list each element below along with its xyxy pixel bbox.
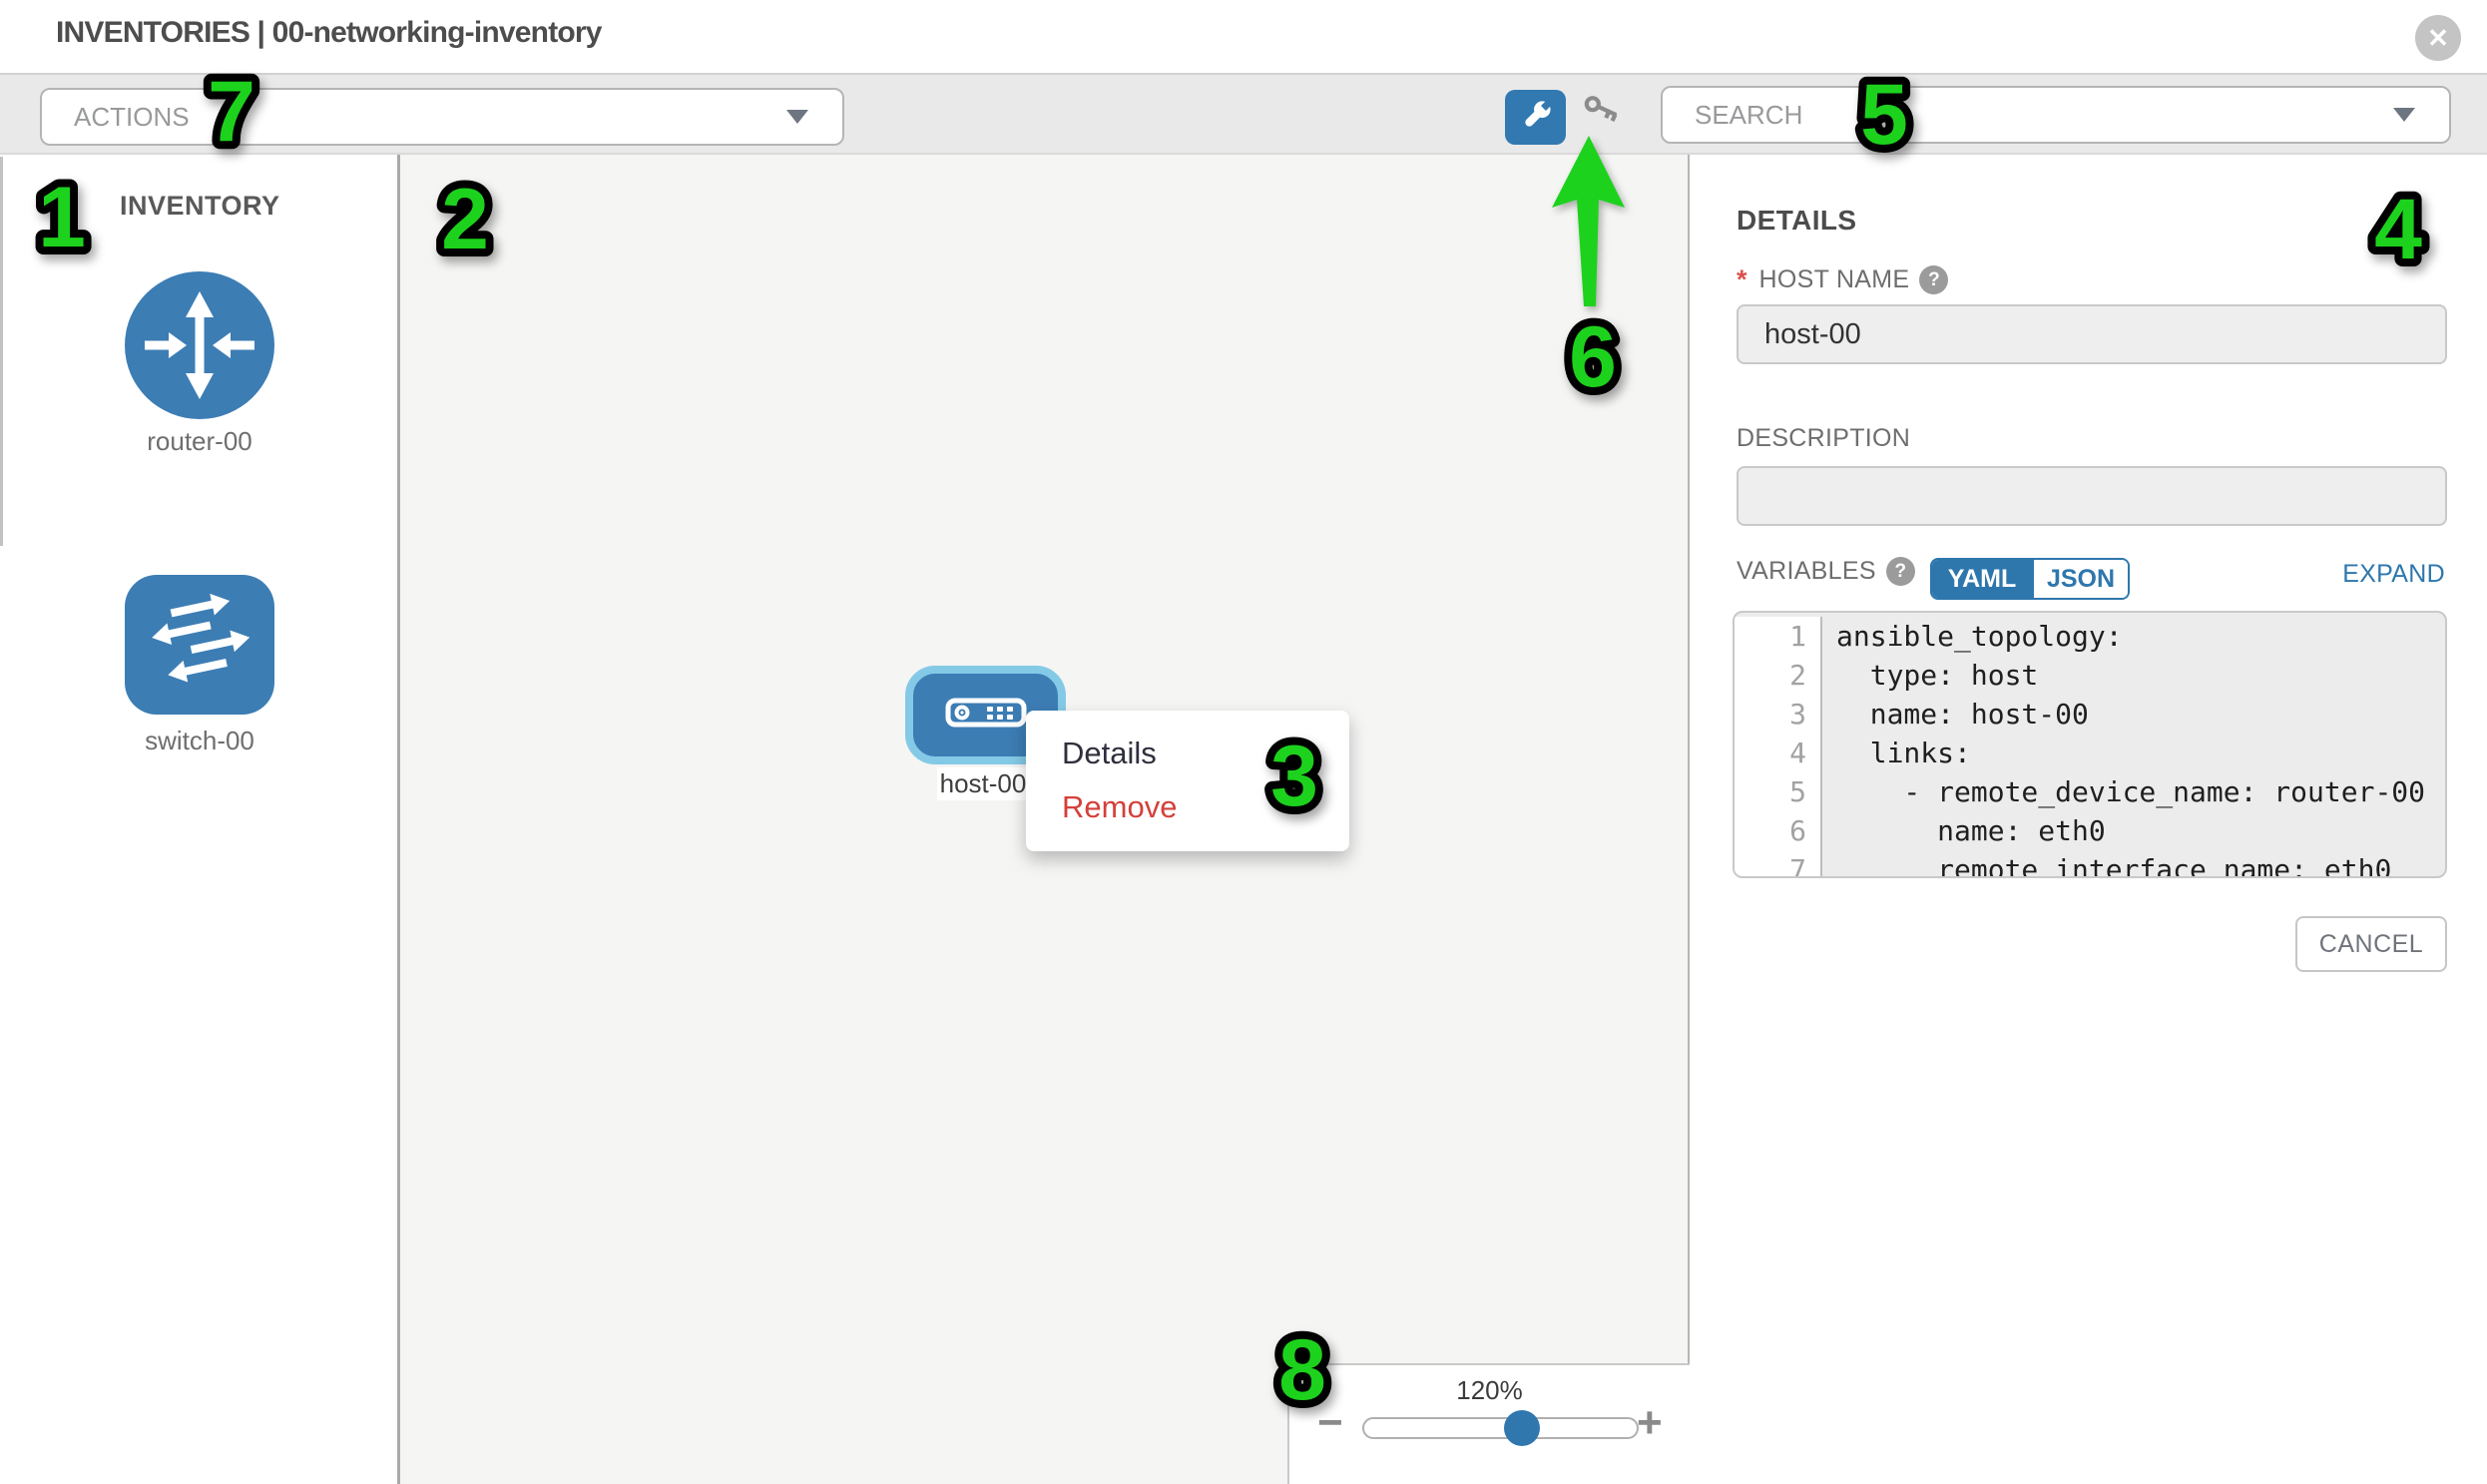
zoom-out-button[interactable]: − [1317,1398,1343,1447]
host-name-label-row: * HOST NAME ? [1737,264,1949,295]
code-line: 6 name: eth0 [1735,811,2445,850]
code-line: 7 remote_interface_name: eth0 [1735,850,2445,878]
zoom-in-button[interactable]: + [1637,1398,1663,1447]
line-text: links: [1836,737,1971,769]
line-text: remote_interface_name: eth0 [1836,853,2392,878]
details-panel: DETAILS * HOST NAME ? DESCRIPTION VARIAB… [1690,155,2487,1484]
header: INVENTORIES | 00-networking-inventory ✕ [0,0,2487,73]
code-line: 2 type: host [1735,656,2445,695]
inventory-sidebar: INVENTORY router-00 [0,155,400,1484]
code-line: 5 - remote_device_name: router-00 [1735,772,2445,811]
sidebar-edge-divider [0,157,3,546]
menu-item-remove[interactable]: Remove [1062,789,1178,824]
host-name-label: HOST NAME [1758,265,1910,293]
description-label-row: DESCRIPTION [1737,424,1910,453]
key-button[interactable] [1582,94,1626,139]
zoom-widget: 120% − + [1287,1363,1690,1484]
line-text: name: eth0 [1836,814,2106,847]
line-number: 2 [1735,656,1822,695]
details-title: DETAILS [1737,205,1857,236]
yaml-toggle-button[interactable]: YAML [1932,560,2032,598]
palette-item-router[interactable] [125,271,274,424]
code-line: 1 ansible_topology: [1735,617,2445,656]
switch-icon [125,575,274,719]
router-icon [125,271,274,423]
chevron-down-icon [786,110,808,124]
page-title: INVENTORIES | 00-networking-inventory [56,16,602,49]
actions-dropdown[interactable]: ACTIONS [40,88,844,146]
palette-item-switch[interactable] [125,575,274,720]
line-number: 1 [1735,617,1822,656]
line-number: 7 [1735,850,1822,876]
actions-dropdown-label: ACTIONS [74,101,190,132]
wrench-icon [1517,97,1555,138]
close-icon[interactable]: ✕ [2415,15,2461,61]
node-context-menu: Details Remove [1026,711,1349,851]
help-icon[interactable]: ? [1885,557,1915,586]
variables-label-row: VARIABLES ? [1737,557,1915,586]
line-number: 4 [1735,734,1822,772]
code-line: 4 links: [1735,734,2445,772]
required-marker: * [1737,264,1747,294]
search-dropdown[interactable]: SEARCH [1661,86,2451,144]
variables-label: VARIABLES [1737,557,1876,585]
key-icon [1582,94,1626,139]
line-text: type: host [1836,659,2039,692]
line-text: name: host-00 [1836,698,2089,731]
line-text: - remote_device_name: router-00 [1836,775,2426,808]
menu-item-details[interactable]: Details [1062,736,1157,770]
cancel-button[interactable]: CANCEL [2295,916,2447,972]
zoom-slider-track[interactable] [1362,1417,1639,1439]
chevron-down-icon [2393,108,2415,122]
toolkit-wrench-button[interactable] [1505,90,1566,145]
palette-item-router-label: router-00 [147,426,252,456]
host-icon [945,698,1027,733]
topology-canvas[interactable]: host-00 Details Remove 120% − + [400,155,1690,1484]
search-dropdown-label: SEARCH [1695,99,1803,130]
line-number: 6 [1735,811,1822,850]
description-input[interactable] [1737,466,2447,526]
toolbar: ACTIONS SEAR [0,73,2487,155]
line-text: ansible_topology: [1836,620,2123,653]
sidebar-title: INVENTORY [120,191,280,221]
host-name-input[interactable] [1737,304,2447,364]
expand-link[interactable]: EXPAND [2342,560,2445,588]
variables-code-editor[interactable]: 1 ansible_topology: 2 type: host 3 name:… [1733,611,2447,878]
zoom-slider-handle[interactable] [1504,1410,1540,1446]
line-number: 3 [1735,695,1822,734]
host-node-label: host-00 [937,767,1029,800]
code-line: 3 name: host-00 [1735,695,2445,734]
palette-item-switch-label: switch-00 [145,726,254,755]
variables-format-toggle: YAML JSON [1930,558,2130,600]
json-toggle-button[interactable]: JSON [2032,560,2128,598]
description-label: DESCRIPTION [1737,424,1911,452]
zoom-level-value: 120% [1456,1375,1523,1405]
help-icon[interactable]: ? [1919,265,1949,294]
line-number: 5 [1735,772,1822,811]
